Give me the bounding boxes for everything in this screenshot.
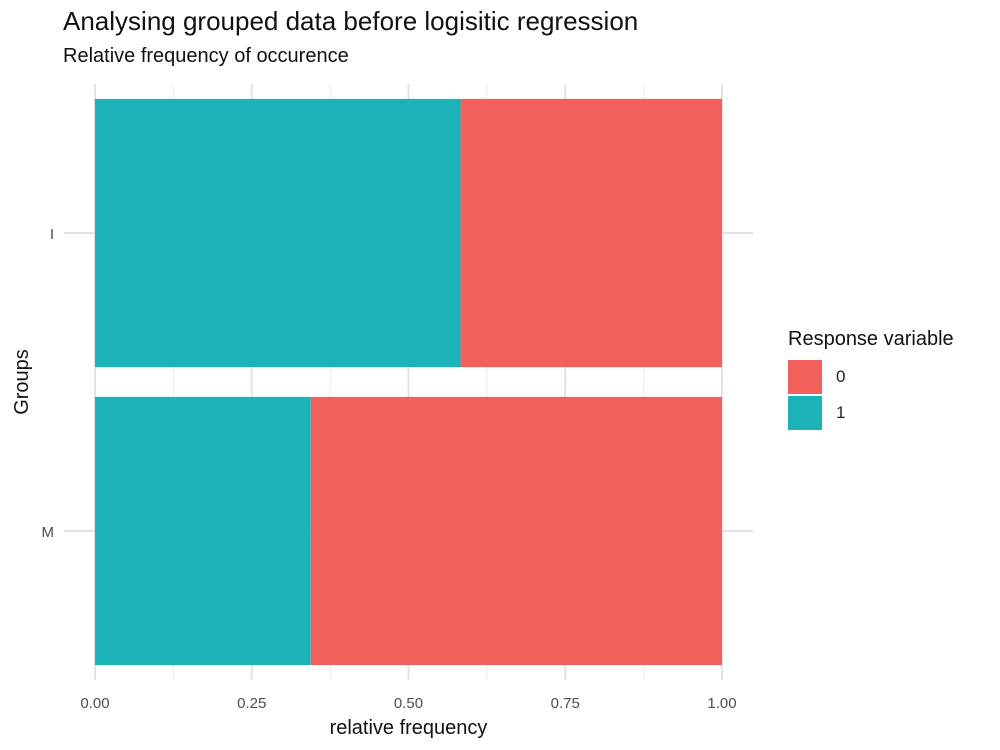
legend-item-1: 1 <box>788 395 954 431</box>
legend: Response variable 0 1 <box>788 328 954 431</box>
x-tick-label: 0.00 <box>80 695 109 712</box>
legend-item-0: 0 <box>788 359 954 395</box>
chart-subtitle: Relative frequency of occurence <box>63 45 349 67</box>
legend-label-1: 1 <box>836 403 846 422</box>
y-tick-label: I <box>50 226 54 243</box>
x-axis-title: relative frequency <box>330 717 488 739</box>
legend-label-0: 0 <box>836 367 846 386</box>
y-tick-label: M <box>42 524 55 541</box>
bar-M-series-0 <box>310 396 722 666</box>
legend-title: Response variable <box>788 328 954 350</box>
legend-swatch-0 <box>788 360 822 394</box>
x-tick-label: 0.25 <box>237 695 266 712</box>
x-tick-label: 0.75 <box>551 695 580 712</box>
legend-swatch-1 <box>788 396 822 430</box>
bar-M-series-1 <box>95 396 311 666</box>
chart-title: Analysing grouped data before logisitic … <box>63 6 639 36</box>
bar-I-series-1 <box>95 98 461 368</box>
bar-I-series-0 <box>460 98 722 368</box>
x-tick-label: 1.00 <box>707 695 736 712</box>
y-axis-title: Groups <box>11 349 33 415</box>
x-tick-label: 0.50 <box>394 695 423 712</box>
